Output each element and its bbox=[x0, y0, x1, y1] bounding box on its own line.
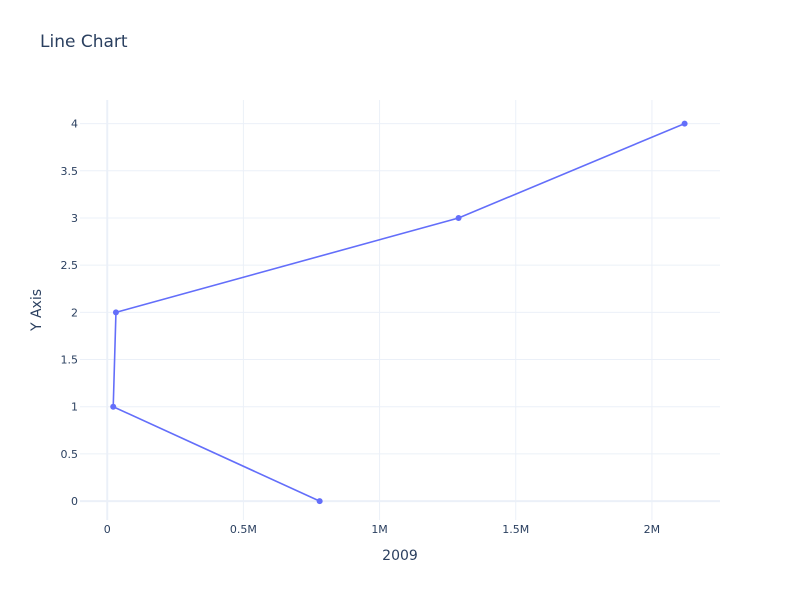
tick-labels: 0 0.5M 1M 1.5M 2M 0 0.5 1 1.5 2 2.5 3 3.5 4 bbox=[61, 118, 661, 536]
x-tick-label: 0.5M bbox=[230, 523, 257, 536]
chart-title: Line Chart bbox=[40, 32, 128, 52]
data-point[interactable] bbox=[681, 120, 688, 127]
x-axis-label: 2009 bbox=[382, 548, 418, 564]
data-point[interactable] bbox=[110, 403, 117, 410]
y-tick-label: 3 bbox=[71, 212, 78, 225]
y-tick-label: 1.5 bbox=[61, 354, 79, 367]
x-tick-label: 1.5M bbox=[502, 523, 529, 536]
x-tick-label: 0 bbox=[104, 523, 111, 536]
x-tick-label: 1M bbox=[371, 523, 388, 536]
series-layer bbox=[110, 120, 688, 505]
data-point[interactable] bbox=[455, 214, 462, 221]
y-tick-label: 2 bbox=[71, 306, 78, 319]
grid-lines bbox=[80, 100, 720, 520]
y-tick-label: 1 bbox=[71, 401, 78, 414]
x-tick-label: 2M bbox=[644, 523, 661, 536]
y-tick-label: 0 bbox=[71, 495, 78, 508]
y-tick-label: 4 bbox=[71, 118, 78, 131]
y-tick-label: 0.5 bbox=[61, 448, 79, 461]
data-point[interactable] bbox=[316, 498, 323, 505]
data-point[interactable] bbox=[112, 309, 119, 316]
y-tick-label: 2.5 bbox=[61, 259, 79, 272]
y-tick-label: 3.5 bbox=[61, 165, 79, 178]
y-axis-label: Y Axis bbox=[29, 289, 45, 332]
